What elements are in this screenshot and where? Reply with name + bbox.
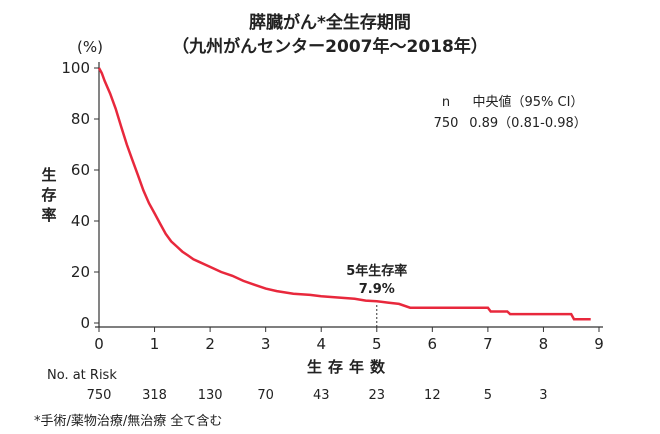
risk-value: 3 [539,388,547,403]
x-tick-label: 3 [261,335,271,353]
y-tick-label: 0 [80,314,90,332]
survival-curve [97,67,591,321]
x-axis-label: 生存年数 [307,358,391,376]
x-tick-label: 8 [539,335,549,353]
y-tick-label: 20 [71,263,90,281]
x-tick-label: 0 [94,335,104,353]
axes [95,62,603,328]
chart-subtitle: （九州がんセンター2007年～2018年） [172,36,488,57]
risk-value: 23 [369,388,386,403]
stats-box: n 中央値（95% CI） 750 0.89（0.81-0.98） [434,94,587,131]
annotation-value: 7.9% [359,282,395,297]
risk-value: 70 [257,388,274,403]
y-unit-label: (%) [77,38,103,56]
stats-header-median: 中央値（95% CI） [473,94,584,110]
stats-n: 750 [434,116,459,131]
risk-value: 318 [142,388,167,403]
y-tick-label: 100 [61,59,90,77]
x-tick-label: 1 [150,335,160,353]
chart-title: 膵臓がん*全生存期間 [249,12,411,33]
x-tick-label: 5 [372,335,382,353]
x-tick-label: 6 [428,335,438,353]
footnote: *手術/薬物治療/無治療 全て含む [34,413,222,429]
y-ticks: 0 20 40 60 80 100 [61,59,99,332]
x-tick-label: 4 [316,335,326,353]
risk-value: 12 [424,388,441,403]
x-tick-label: 2 [205,335,215,353]
x-tick-label: 9 [594,335,604,353]
risk-table-label: No. at Risk [47,368,117,383]
y-axis-label: 生存率 [41,166,56,224]
risk-value: 750 [87,388,112,403]
risk-value: 5 [484,388,492,403]
y-tick-label: 60 [71,161,90,179]
risk-table-values: 750 318 130 70 43 23 12 5 3 [87,388,548,403]
x-ticks: 0 1 2 3 4 5 6 7 8 9 [94,327,604,353]
x-tick-label: 7 [483,335,493,353]
y-tick-label: 80 [71,110,90,128]
stats-header-n: n [442,95,450,110]
stats-median: 0.89（0.81-0.98） [469,116,587,131]
annotation-label: 5年生存率 [346,263,407,279]
y-tick-label: 40 [71,212,90,230]
risk-value: 43 [313,388,330,403]
risk-value: 130 [198,388,223,403]
